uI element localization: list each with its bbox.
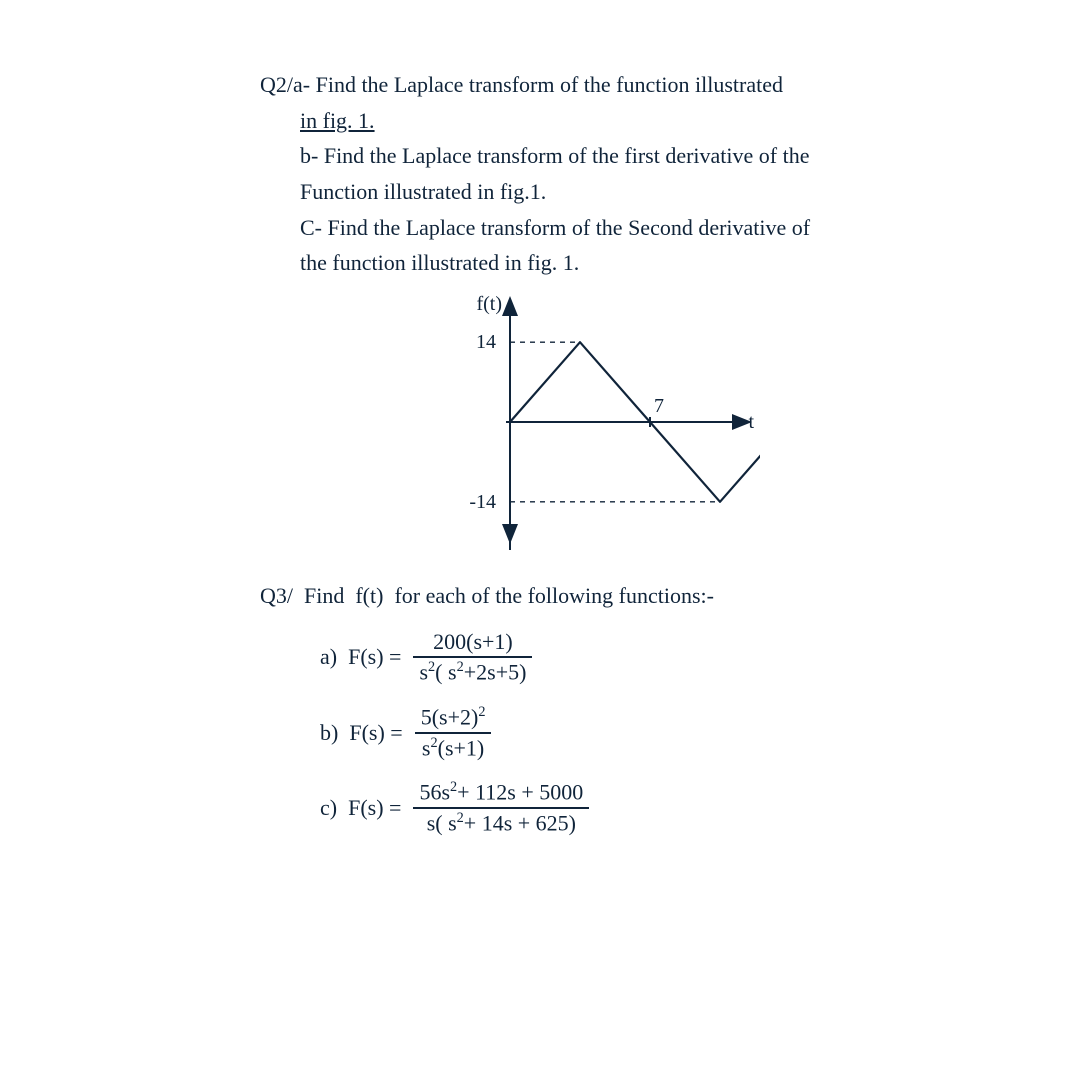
handwritten-page: Q2/a- Find the Laplace transform of the … [260,70,960,847]
q2-c-line2: the function illustrated in fig. 1. [300,248,960,278]
q2-c-line1: C- Find the Laplace transform of the Sec… [300,213,960,243]
figure-1-graph: f(t)t14-14714 [400,292,960,557]
q2-a-line1: Q2/a- Find the Laplace transform of the … [260,70,960,100]
fraction: 200(s+1) s2( s2+2s+5) [413,629,532,686]
q2-a-line2: in fig. 1. [300,106,960,136]
svg-text:f(t): f(t) [476,293,502,315]
q3-part-c: c) F(s) = 56s2+ 112s + 5000 s( s2+ 14s +… [320,779,960,836]
fraction: 5(s+2)2 s2(s+1) [415,704,492,761]
q2-b-line2: Function illustrated in fig.1. [300,177,960,207]
q3-part-a: a) F(s) = 200(s+1) s2( s2+2s+5) [320,629,960,686]
q2-b-line1: b- Find the Laplace transform of the fir… [300,141,960,171]
svg-text:14: 14 [476,331,496,353]
fraction: 56s2+ 112s + 5000 s( s2+ 14s + 625) [413,779,589,836]
svg-text:t: t [748,411,754,433]
svg-text:7: 7 [654,395,664,417]
q3-prompt: Q3/ Find f(t) for each of the following … [260,581,960,611]
q3-part-b: b) F(s) = 5(s+2)2 s2(s+1) [320,704,960,761]
svg-text:-14: -14 [469,491,496,513]
